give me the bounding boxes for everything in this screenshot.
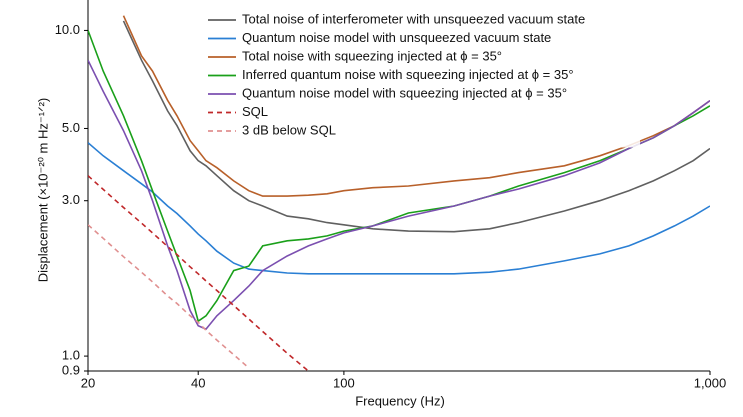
plot-area [88, 15, 710, 371]
legend-label: Total noise of interferometer with unsqu… [242, 11, 585, 26]
y-tick-label: 10.0 [55, 22, 80, 37]
y-tick-label: 5.0 [62, 120, 80, 135]
y-tick-label: 1.0 [62, 348, 80, 363]
series-line [122, 15, 710, 197]
legend-label: Total noise with squeezing injected at ϕ… [242, 48, 502, 63]
series-line [88, 30, 710, 323]
y-tick-label: 0.9 [62, 362, 80, 377]
legend-label: SQL [242, 104, 268, 119]
x-axis-label: Frequency (Hz) [355, 393, 445, 408]
legend-label: Quantum noise model with squeezing injec… [242, 85, 567, 100]
x-tick-label: 20 [81, 375, 95, 390]
legend-label: Inferred quantum noise with squeezing in… [242, 67, 574, 82]
y-axis-label: Displacement (×10⁻²⁰ m Hz⁻¹ᐟ²) [35, 98, 50, 282]
series-line [122, 20, 710, 233]
series-line [88, 142, 710, 275]
series-line [88, 59, 710, 331]
x-tick-label: 1,000 [694, 375, 727, 390]
legend-box [202, 10, 640, 148]
series-line [88, 175, 309, 371]
legend-label: Quantum noise model with unsqueezed vacu… [242, 30, 551, 45]
legend-label: 3 dB below SQL [242, 122, 336, 137]
y-tick-label: 3.0 [62, 192, 80, 207]
series-line [88, 224, 250, 369]
x-tick-label: 100 [333, 375, 355, 390]
x-tick-label: 40 [191, 375, 205, 390]
legend: Total noise of interferometer with unsqu… [202, 10, 640, 148]
